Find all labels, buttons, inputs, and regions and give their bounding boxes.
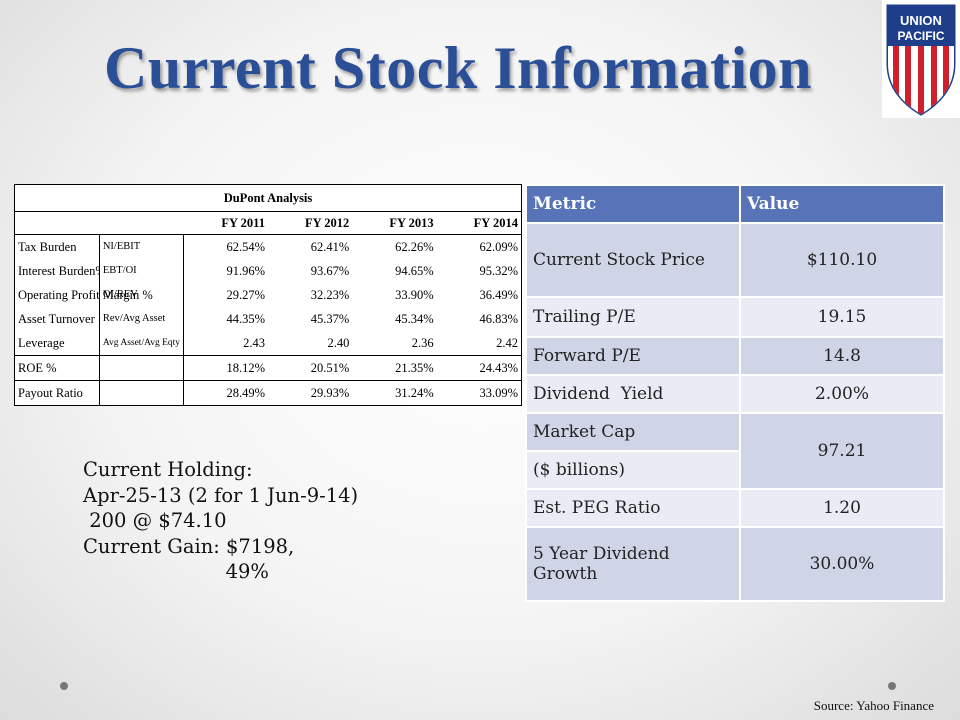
union-pacific-logo: UNION PACIFIC (882, 0, 960, 118)
cell: 62.26% (395, 240, 434, 254)
row-label: Asset Turnover (18, 312, 95, 326)
decorative-dot (888, 682, 896, 690)
dupont-header-row: FY 2011 FY 2012 FY 2013 FY 2014 (15, 211, 521, 235)
metrics-row: Current Stock Price $110.10 (525, 222, 945, 298)
cell: 29.93% (267, 380, 353, 405)
cell: 45.37% (310, 312, 350, 326)
holding-line: Apr-25-13 (2 for 1 Jun-9-14) (83, 483, 359, 507)
year-header: FY 2011 (183, 211, 268, 235)
metric-cell: Trailing P/E (525, 296, 741, 338)
holding-line: Current Holding: (83, 458, 253, 481)
dupont-row: Payout Ratio 28.49% 29.93% 31.24% 33.09% (15, 380, 521, 405)
row-label: Leverage (18, 336, 65, 350)
cell: 93.67% (310, 264, 350, 278)
holding-line: 200 @ $74.10 (83, 509, 227, 532)
stock-metrics-table: Metric Value Current Stock Price $110.10… (525, 184, 945, 602)
row-label: ROE % (15, 355, 100, 381)
dupont-row: ROE % 18.12% 20.51% 21.35% 24.43% (15, 355, 521, 381)
metrics-row: Dividend Yield 2.00% (525, 374, 945, 414)
row-formula: Rev/Avg Asset (98, 307, 185, 331)
value-header: Value (739, 184, 945, 224)
cell: 36.49% (479, 288, 518, 302)
metrics-header-row: Metric Value (525, 184, 945, 224)
dupont-caption: DuPont Analysis (15, 185, 521, 212)
holding-line: Current Gain: $7198, (83, 534, 295, 558)
value-cell: 14.8 (739, 336, 945, 376)
metric-cell: Forward P/E (525, 336, 741, 376)
cell: 32.23% (310, 288, 350, 302)
value-cell: 30.00% (739, 526, 945, 602)
cell: 2.36 (411, 336, 434, 350)
metric-cell: Dividend Yield (525, 374, 741, 414)
metric-cell: 5 Year Dividend Growth (525, 526, 741, 602)
metrics-row: Est. PEG Ratio 1.20 (525, 488, 945, 528)
dupont-analysis-table: DuPont Analysis FY 2011 FY 2012 FY 2013 … (14, 184, 522, 406)
cell: 62.41% (310, 240, 350, 254)
value-cell: 2.00% (739, 374, 945, 414)
svg-text:UNION: UNION (900, 13, 942, 28)
row-label: Payout Ratio (15, 380, 100, 405)
row-formula (98, 380, 185, 405)
row-formula (98, 355, 185, 381)
dupont-row: Interest Burden% EBT/OI 91.96% 93.67% 94… (15, 259, 521, 283)
cell: 18.12% (183, 355, 268, 381)
year-header: FY 2014 (436, 211, 521, 235)
holding-line: 49% (83, 560, 269, 583)
source-note: Source: Yahoo Finance (813, 698, 934, 713)
cell: 24.43% (436, 355, 521, 381)
value-cell: 19.15 (739, 296, 945, 338)
dupont-row: Leverage Avg Asset/Avg Eqty 2.43 2.40 2.… (15, 331, 521, 356)
cell: 46.83% (479, 312, 518, 326)
metric-header: Metric (525, 184, 741, 224)
cell: 33.09% (436, 380, 521, 405)
row-formula: EBT/OI (98, 259, 185, 283)
metric-cell: Market Cap (525, 412, 741, 452)
cell: 91.96% (226, 264, 265, 278)
slide-title: Current Stock Information (104, 35, 813, 101)
metrics-row: Market Cap 97.21 (525, 412, 945, 490)
value-cell: 1.20 (739, 488, 945, 528)
cell: 28.49% (183, 380, 268, 405)
dupont-row: Tax Burden NI/EBIT 62.54% 62.41% 62.26% … (15, 234, 521, 259)
value-cell: 97.21 (739, 412, 945, 490)
metric-cell: Est. PEG Ratio (525, 488, 741, 528)
dupont-row: Asset Turnover Rev/Avg Asset 44.35% 45.3… (15, 307, 521, 331)
decorative-dot (60, 682, 68, 690)
current-holding-text: Current Holding: Apr-25-13 (2 for 1 Jun-… (83, 457, 358, 585)
metrics-row: Forward P/E 14.8 (525, 336, 945, 376)
metrics-row: ($ billions) (525, 450, 944, 490)
value-cell: $110.10 (739, 222, 945, 298)
cell: 33.90% (395, 288, 434, 302)
dupont-row: Operating Profit Margin % OI/REV 29.27% … (15, 283, 521, 307)
row-formula: NI/EBIT (98, 234, 185, 259)
cell: 44.35% (226, 312, 265, 326)
row-label: Operating Profit Margin % (18, 288, 153, 302)
cell: 62.54% (226, 240, 265, 254)
cell: 95.32% (479, 264, 518, 278)
cell: 2.43 (243, 336, 265, 350)
cell: 31.24% (352, 380, 437, 405)
row-label: Tax Burden (18, 240, 77, 254)
svg-text:PACIFIC: PACIFIC (897, 29, 944, 43)
cell: 21.35% (352, 355, 437, 381)
row-formula: Avg Asset/Avg Eqty (98, 331, 185, 356)
cell: 45.34% (395, 312, 434, 326)
metric-cell: Current Stock Price (525, 222, 741, 298)
year-header: FY 2013 (352, 211, 437, 235)
row-label: Interest Burden% (18, 264, 100, 278)
cell: 20.51% (267, 355, 353, 381)
row-formula: OI/REV (98, 283, 185, 307)
cell: 2.40 (327, 336, 350, 350)
cell: 29.27% (226, 288, 265, 302)
metric-cell: ($ billions) (525, 450, 741, 490)
metrics-row: 5 Year Dividend Growth 30.00% (525, 526, 945, 602)
cell: 2.42 (496, 336, 518, 350)
metrics-row: Trailing P/E 19.15 (525, 296, 945, 338)
cell: 62.09% (479, 240, 518, 254)
year-header: FY 2012 (267, 211, 353, 235)
cell: 94.65% (395, 264, 434, 278)
